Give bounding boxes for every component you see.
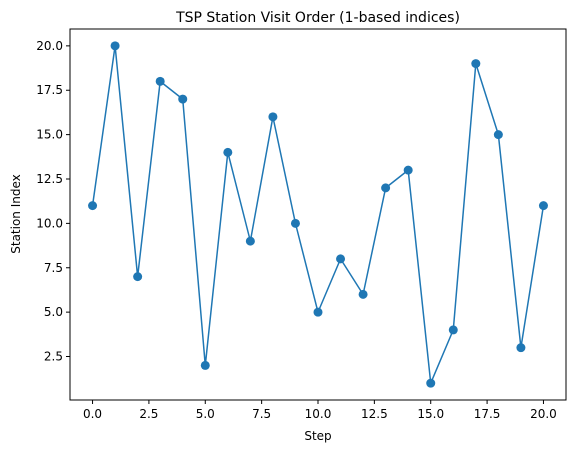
data-point-marker [155, 76, 165, 86]
y-axis-label: Station Index [9, 174, 23, 254]
data-point-marker [290, 218, 300, 228]
y-tick-label: 2.5 [44, 350, 63, 364]
plot-area-frame [69, 28, 567, 401]
y-tick-label: 7.5 [44, 261, 63, 275]
data-point-marker [403, 165, 413, 175]
x-tick-label: 10.0 [305, 407, 332, 421]
data-point-marker [381, 183, 391, 193]
data-point-marker [133, 272, 143, 282]
x-tick-label: 17.5 [474, 407, 501, 421]
data-point-marker [471, 59, 481, 69]
data-point-marker [223, 147, 233, 157]
data-point-marker [200, 360, 210, 370]
x-axis-label: Step [304, 429, 331, 443]
x-tick-label: 2.5 [139, 407, 158, 421]
data-point-marker [516, 343, 526, 353]
y-tick-label: 12.5 [36, 172, 63, 186]
data-point-marker [313, 307, 323, 317]
x-tick-label: 15.0 [417, 407, 444, 421]
x-tick-label: 0.0 [83, 407, 102, 421]
data-point-marker [245, 236, 255, 246]
data-point-marker [268, 112, 278, 122]
data-point-marker [426, 378, 436, 388]
data-point-marker [448, 325, 458, 335]
data-point-marker [538, 201, 548, 211]
y-axis-ticks: 2.5 5.0 7.5 10.0 12.5 15.0 17.5 20.0 [36, 39, 70, 364]
chart-title: TSP Station Visit Order (1-based indices… [175, 10, 460, 26]
x-tick-label: 7.5 [252, 407, 271, 421]
data-point-marker [110, 41, 120, 51]
y-tick-label: 15.0 [36, 128, 63, 142]
plot-series-layer [88, 41, 548, 388]
y-tick-label: 20.0 [36, 39, 63, 53]
data-point-marker [358, 289, 368, 299]
y-tick-label: 5.0 [44, 305, 63, 319]
x-tick-label: 20.0 [530, 407, 557, 421]
x-tick-label: 12.5 [361, 407, 388, 421]
data-point-marker [493, 130, 503, 140]
y-tick-label: 17.5 [36, 83, 63, 97]
data-point-marker [336, 254, 346, 264]
y-tick-label: 10.0 [36, 216, 63, 230]
x-tick-label: 5.0 [196, 407, 215, 421]
data-point-marker [178, 94, 188, 104]
x-axis-ticks: 0.0 2.5 5.0 7.5 10.0 12.5 15.0 17.5 20.0 [83, 400, 557, 421]
data-point-marker [88, 201, 98, 211]
